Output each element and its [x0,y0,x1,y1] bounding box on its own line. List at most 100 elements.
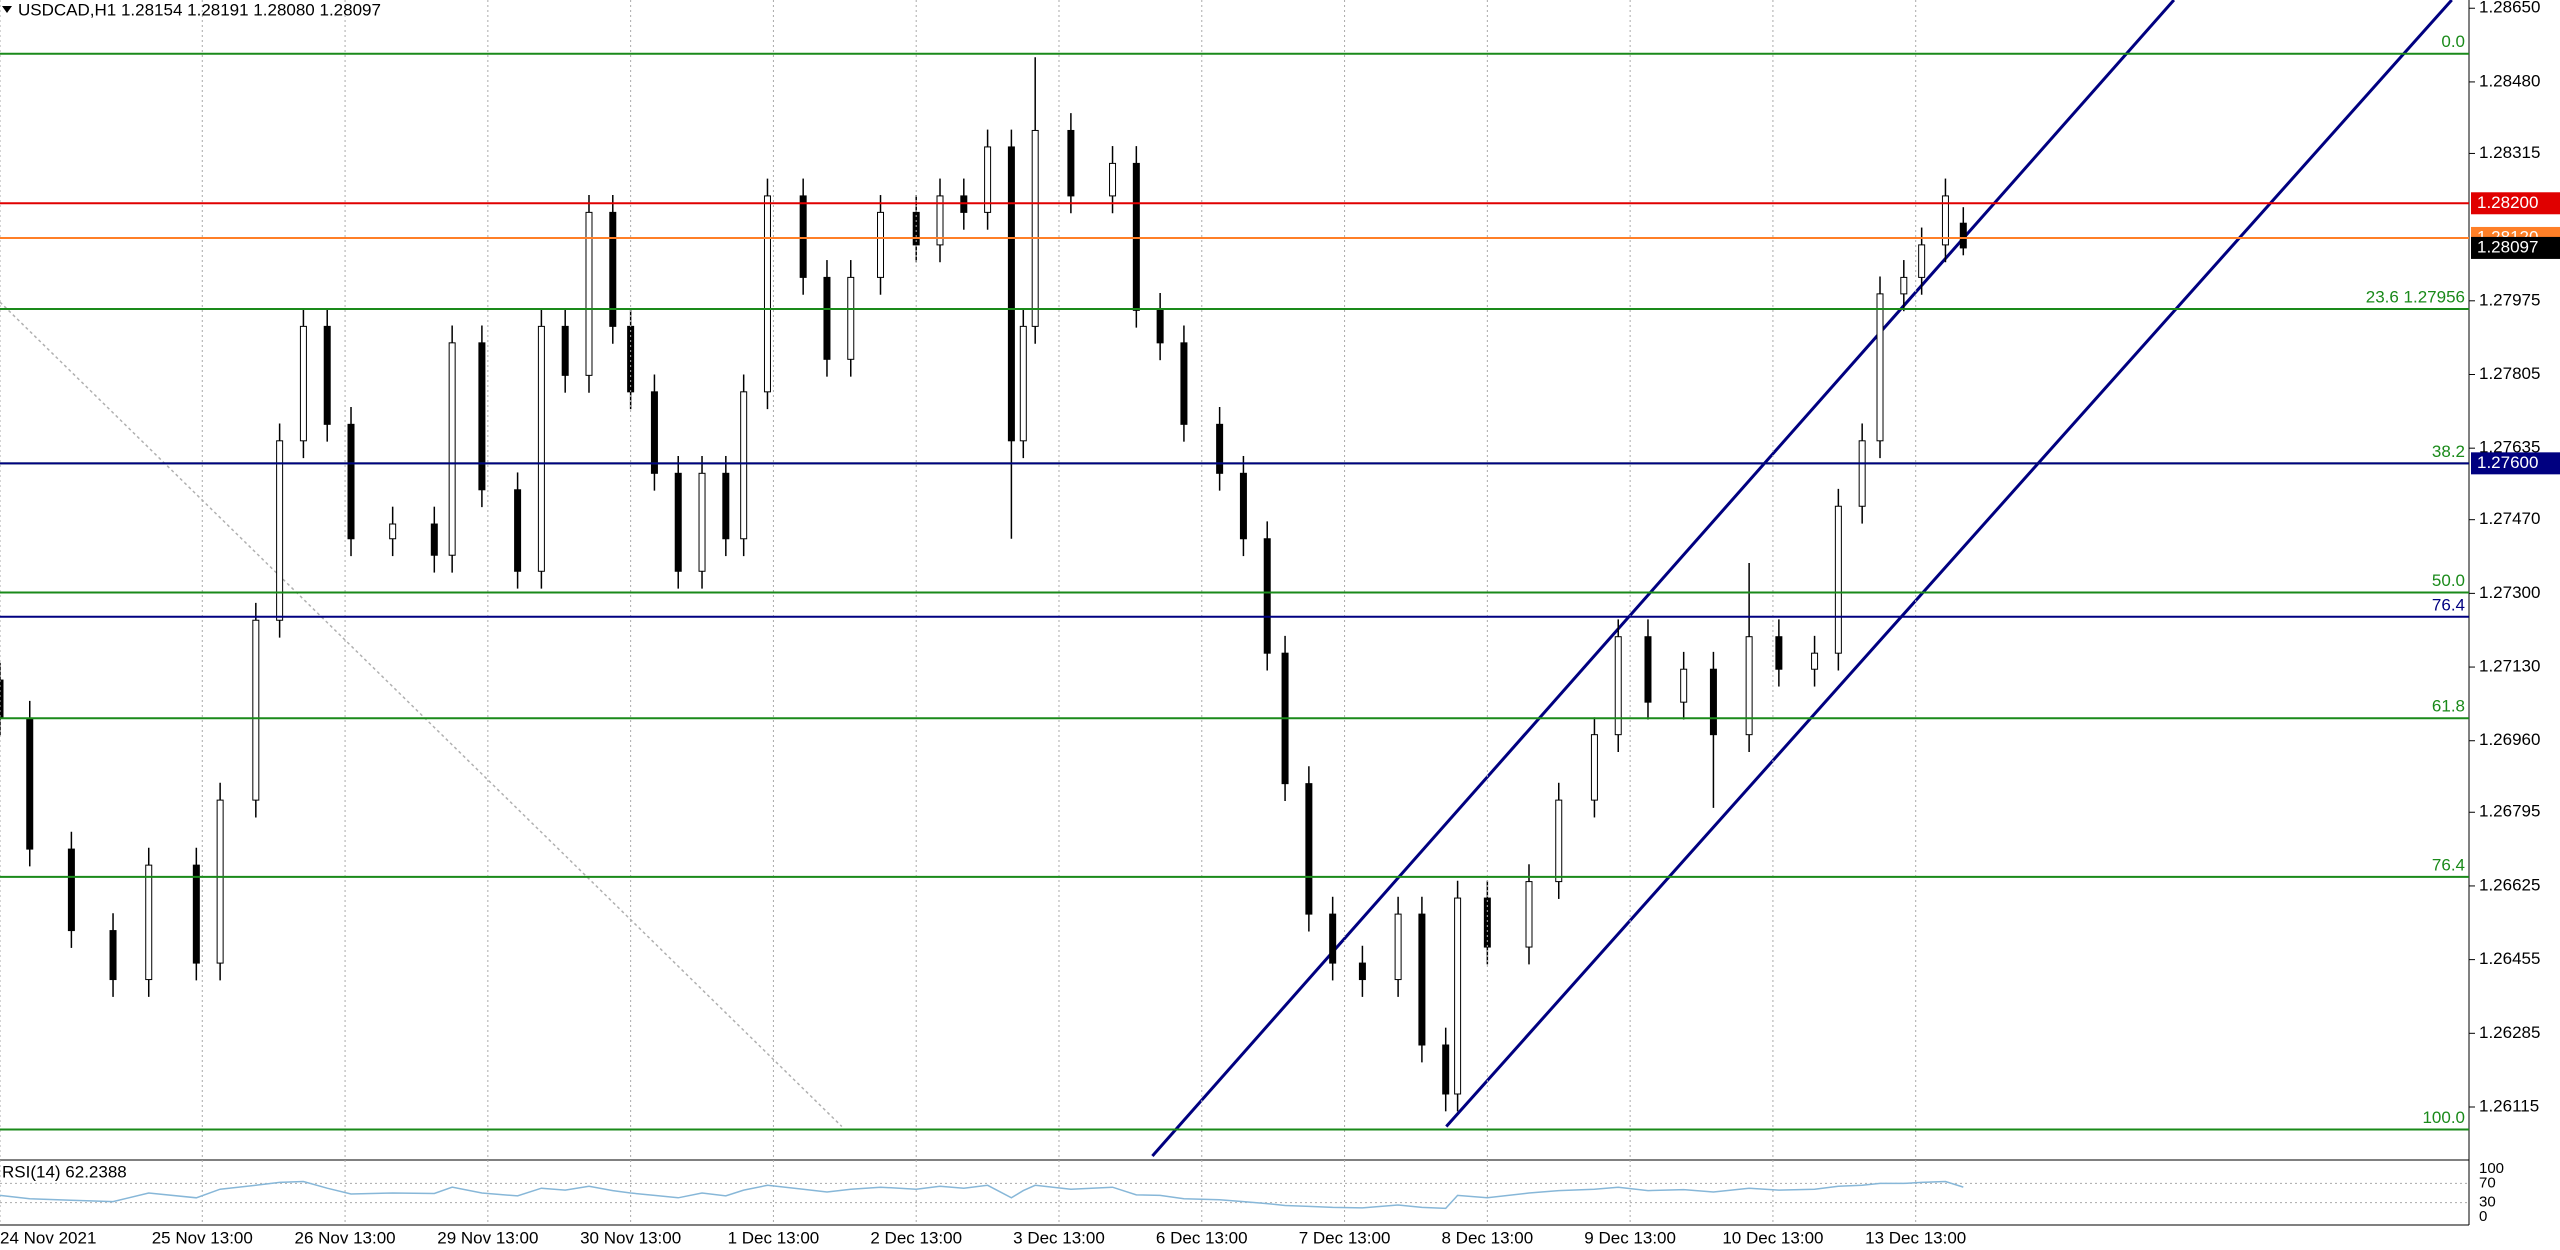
trendline [0,301,843,1128]
candle-body [1216,423,1224,474]
candle-body [984,146,992,213]
candle-body [1811,652,1819,670]
title-icon [2,6,12,13]
candle-body [847,276,855,360]
candle-body [0,679,4,719]
plot-area [0,0,2453,1157]
candle-body [1067,129,1075,197]
x-tick-label: 10 Dec 13:00 [1722,1228,1823,1247]
x-tick-label: 29 Nov 13:00 [437,1228,538,1247]
candle-body [722,472,730,540]
fib-label: 38.2 [2432,442,2465,461]
price-label: 1.28200 [2477,193,2538,212]
trendline [1151,0,2176,1157]
rsi-tick-label: 70 [2479,1174,2496,1191]
candle-body [650,391,658,474]
candle-body [323,325,331,425]
x-tick-label: 8 Dec 13:00 [1442,1228,1534,1247]
candle-body [1132,162,1140,311]
candle-body [936,195,944,246]
x-tick-label: 26 Nov 13:00 [294,1228,395,1247]
candle-body [1031,129,1039,327]
candle-body [1305,783,1313,915]
y-tick-label: 1.26455 [2479,949,2540,968]
y-tick-label: 1.28650 [2479,0,2540,17]
candle-body [1358,962,1366,981]
y-tick-label: 1.26625 [2479,875,2540,894]
candle-body [763,195,771,393]
candle-body [1483,897,1491,948]
y-tick-label: 1.27805 [2479,364,2540,383]
x-tick-label: 1 Dec 13:00 [728,1228,820,1247]
y-tick-label: 1.27635 [2479,438,2540,457]
candle-body [1858,440,1866,507]
candle-body [299,325,307,442]
y-tick-label: 1.26285 [2479,1023,2540,1042]
candle-body [740,391,748,540]
y-tick-label: 1.26795 [2479,802,2540,821]
price-label-box [2471,192,2560,215]
x-tick-label: 2 Dec 13:00 [870,1228,962,1247]
candle-body [1442,1044,1450,1095]
price-label-box [2471,452,2560,475]
y-tick-label: 1.28480 [2479,71,2540,90]
candle-body [674,472,682,572]
chart-title: USDCAD,H1 1.28154 1.28191 1.28080 1.2809… [18,0,381,19]
candle-body [1709,668,1717,736]
candle-body [1329,913,1337,964]
fib-label: 50.0 [2432,571,2465,590]
candle-body [877,211,885,278]
rsi-label: RSI(14) 62.2388 [2,1162,127,1181]
y-tick-label: 1.27975 [2479,290,2540,309]
candle-body [1941,195,1949,246]
candle-body [1263,538,1271,654]
trendline [1445,0,2453,1128]
x-tick-label: 13 Dec 13:00 [1865,1228,1966,1247]
candle-body [1555,799,1563,883]
candle-body [1454,897,1462,1095]
x-tick-label: 7 Dec 13:00 [1299,1228,1391,1247]
candle-body [823,276,831,360]
fib-label: 23.6 1.27956 [2366,288,2465,307]
candle-body [585,211,593,376]
rsi-line [0,1180,1964,1210]
candle-body [1614,636,1622,736]
candle-body [216,799,224,964]
price-label: 1.27600 [2477,453,2538,472]
candle-body [537,325,545,572]
y-tick-label: 1.28315 [2479,143,2540,162]
y-tick-label: 1.27470 [2479,509,2540,528]
candle-body [1590,734,1598,801]
candle-body [1156,309,1164,344]
fib-label: 61.8 [2432,697,2465,716]
rsi-tick-label: 30 [2479,1194,2496,1211]
fib-label: 76.4 [2432,855,2465,874]
candle-body [1900,276,1908,295]
candle-body [430,523,438,556]
x-tick-label: 3 Dec 13:00 [1013,1228,1105,1247]
current-price-box [2471,236,2560,259]
candle-body [1680,668,1688,703]
candle-body [561,325,569,376]
candle-body [26,717,34,850]
candle-body [799,195,807,278]
candle-body [1876,293,1884,442]
fib-label: 100.0 [2422,1108,2465,1127]
candle-body [1959,222,1967,249]
candle-body [1775,636,1783,670]
candle-body [1007,146,1015,442]
candle-body [448,342,456,556]
candle-body [912,211,920,246]
candle-body [514,489,522,572]
x-tick-label: 30 Nov 13:00 [580,1228,681,1247]
candle-body [252,619,260,801]
rsi-tick-label: 0 [2479,1208,2487,1225]
candle-body [109,930,117,981]
candle-body [1644,636,1652,703]
x-tick-label: 25 Nov 13:00 [152,1228,253,1247]
candle-body [276,440,284,621]
candle-body [1109,162,1117,197]
candle-body [609,211,617,327]
